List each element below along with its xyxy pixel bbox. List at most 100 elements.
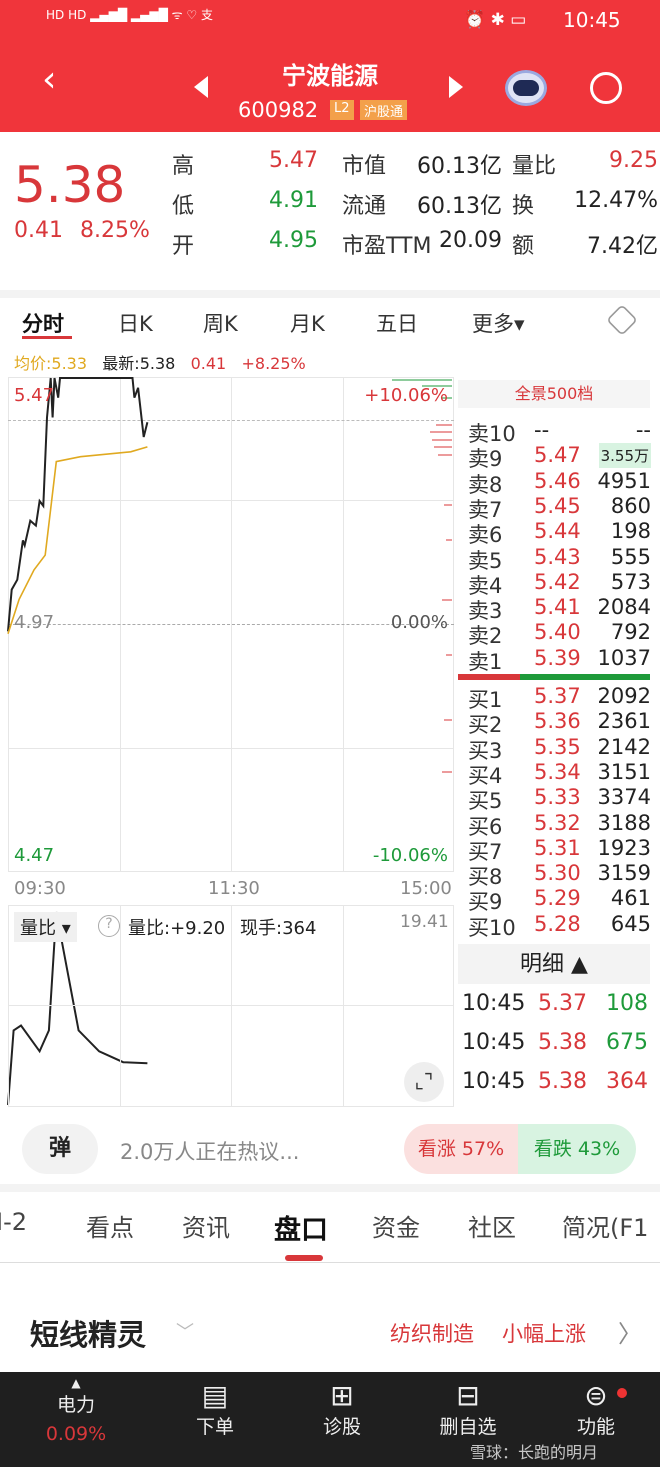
more-functions-button[interactable]: ⊜ 功能: [546, 1380, 646, 1439]
sector-button[interactable]: ▲ 电力 0.09%: [26, 1376, 126, 1445]
ask-price: 5.46: [534, 468, 581, 493]
section-tab[interactable]: 看点: [86, 1214, 134, 1242]
tick-time: 10:45: [462, 1030, 526, 1055]
bid-row[interactable]: 买1 5.37 2092: [466, 684, 651, 712]
short-line-trend[interactable]: 小幅上涨: [502, 1322, 586, 1346]
volume-ratio-max: 19.41: [400, 912, 449, 932]
ask-price: 5.41: [534, 595, 581, 620]
bid-price: 5.37: [534, 684, 581, 708]
tick-volume: 364: [606, 1069, 648, 1094]
chart-tab[interactable]: 日K: [118, 312, 153, 336]
stat-value: 9.25: [609, 148, 658, 173]
chart-tab[interactable]: 分时: [22, 312, 64, 336]
bid-row[interactable]: 买8 5.30 3159: [466, 861, 651, 889]
chart-tab[interactable]: 周K: [203, 312, 238, 336]
ask-price: 5.42: [534, 569, 581, 594]
stat-label: 量比: [512, 154, 557, 179]
order-book-title[interactable]: 全景500档: [458, 380, 650, 408]
ask-row[interactable]: 卖7 5.45 860: [466, 493, 651, 522]
section-tab[interactable]: 资金: [372, 1214, 420, 1242]
section-tab[interactable]: I-2: [0, 1208, 28, 1236]
stat-value: 12.47%: [574, 188, 658, 213]
ask-row[interactable]: 卖2 5.40 792: [466, 620, 651, 648]
bid-level: 买3: [468, 738, 503, 763]
pct-label-low: -10.06%: [372, 845, 448, 866]
bid-price: 5.36: [534, 709, 581, 734]
bid-row[interactable]: 买9 5.29 461: [466, 886, 651, 914]
stat-value: 4.95: [269, 228, 318, 253]
bid-volume: 3159: [597, 861, 651, 886]
stat-value: 60.13亿: [417, 154, 502, 179]
pct-label-mid: 0.00%: [390, 612, 448, 633]
bid-row[interactable]: 买3 5.35 2142: [466, 734, 651, 763]
chart-tab[interactable]: 月K: [290, 312, 325, 336]
bid-level: 买7: [468, 839, 503, 864]
chevron-right-icon[interactable]: 〉: [618, 1320, 642, 1348]
section-tab[interactable]: 资讯: [182, 1214, 230, 1242]
diagnose-button[interactable]: ⊞ 诊股: [292, 1380, 392, 1439]
back-icon[interactable]: ‹: [42, 59, 57, 100]
ask-bid-ratio-bar-red: [458, 674, 520, 680]
bid-row[interactable]: 买4 5.34 3151: [466, 760, 651, 788]
ask-row[interactable]: 卖3 5.41 2084: [466, 595, 651, 623]
next-stock-icon[interactable]: [449, 76, 463, 98]
order-button[interactable]: ▤ 下单: [165, 1380, 265, 1439]
indicator-selector[interactable]: 量比 ▾: [14, 912, 77, 942]
pct-label-high: +10.06%: [364, 385, 448, 406]
chevron-down-icon[interactable]: ﹀: [176, 1322, 194, 1343]
ask-level: 卖1: [468, 649, 503, 674]
short-line-industry[interactable]: 纺织制造: [390, 1322, 474, 1346]
ask-price: 5.39: [534, 645, 581, 670]
bid-volume: 2092: [597, 684, 651, 708]
chart-period-tabs: 分时 日K 周K 月K 五日 更多▾: [0, 290, 660, 338]
latest-price-label: 最新:5.38: [102, 354, 176, 373]
stat-label: 市值: [342, 154, 387, 179]
bid-row[interactable]: 买6 5.32 3188: [466, 811, 651, 839]
bid-price: 5.35: [534, 734, 581, 759]
short-line-title[interactable]: 短线精灵: [30, 1318, 147, 1352]
section-tab[interactable]: 简况(F1: [562, 1214, 649, 1242]
bearish-button[interactable]: 看跌 43%: [518, 1124, 636, 1174]
discussion-count[interactable]: 2.0万人正在热议...: [120, 1140, 300, 1164]
menu-circle-icon: ⊜: [584, 1379, 608, 1412]
stat-value: 5.47: [269, 148, 318, 173]
help-icon[interactable]: ?: [98, 915, 120, 937]
ask-row[interactable]: 卖9 5.47 3.55万: [466, 443, 651, 471]
section-tab[interactable]: 社区: [468, 1214, 516, 1242]
bid-row[interactable]: 买2 5.36 2361: [466, 709, 651, 737]
x-tick-close: 15:00: [400, 878, 452, 899]
bid-level: 买6: [468, 814, 503, 839]
ask-row[interactable]: 卖10 -- --: [466, 418, 651, 446]
ask-row[interactable]: 卖6 5.44 198: [466, 519, 651, 547]
ask-level: 卖2: [468, 624, 503, 649]
bid-level: 买2: [468, 713, 503, 738]
ask-level: 卖3: [468, 599, 503, 624]
ask-price: 5.45: [534, 493, 581, 518]
bid-row[interactable]: 买5 5.33 3374: [466, 785, 651, 813]
chart-tab[interactable]: 更多▾: [472, 312, 525, 336]
active-tab-indicator: [22, 336, 72, 339]
danmu-toggle[interactable]: 弹: [22, 1124, 98, 1174]
bullish-button[interactable]: 看涨 57%: [404, 1124, 518, 1174]
fullscreen-icon[interactable]: ⌞⌝: [404, 1062, 444, 1102]
bid-row[interactable]: 买10 5.28 645: [466, 912, 651, 940]
trade-detail-toggle[interactable]: 明细 ▲: [458, 944, 650, 984]
robot-assistant-icon[interactable]: [505, 70, 547, 106]
prev-stock-icon[interactable]: [194, 76, 208, 98]
bid-volume: 3374: [597, 785, 651, 810]
ask-row[interactable]: 卖4 5.42 573: [466, 569, 651, 598]
chart-info: 均价:5.33 最新:5.38 0.41 +8.25%: [14, 350, 306, 374]
chart-tab[interactable]: 五日: [376, 312, 418, 336]
remove-watchlist-button[interactable]: ⊟ 删自选: [418, 1380, 518, 1439]
section-tab-indicator: [285, 1255, 323, 1261]
stat-label: 额: [512, 234, 535, 259]
bid-price: 5.31: [534, 835, 581, 860]
search-icon[interactable]: [590, 72, 622, 104]
ask-row[interactable]: 卖5 5.43 555: [466, 545, 651, 573]
ask-row[interactable]: 卖8 5.46 4951: [466, 468, 651, 497]
ask-row[interactable]: 卖1 5.39 1037: [466, 645, 651, 674]
bid-row[interactable]: 买7 5.31 1923: [466, 835, 651, 864]
tick-price: 5.38: [538, 1069, 587, 1094]
change-label: 0.41: [190, 354, 227, 373]
section-tab[interactable]: 盘口: [274, 1215, 328, 1246]
